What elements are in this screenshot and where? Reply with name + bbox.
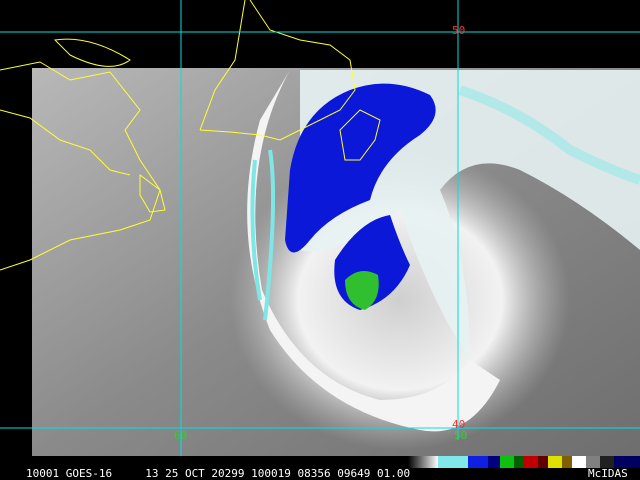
cloud-arc [247,70,500,432]
lat-label: 40 [452,418,465,431]
graticule [0,0,640,456]
coastlines [0,0,381,271]
footer-info: 10001 GOES-16 13 25 OCT 20299 100019 083… [26,467,410,480]
cloud-edge [250,149,276,321]
cloud-edge [458,85,640,185]
lat-label: 50 [452,24,465,37]
footer-brand: McIDAS [588,467,628,480]
coldest-tops [345,271,379,310]
lon-label: 60 [174,429,187,442]
color-bar [408,456,640,468]
cold-tops [285,83,436,253]
lon-label: 50 [454,429,467,442]
